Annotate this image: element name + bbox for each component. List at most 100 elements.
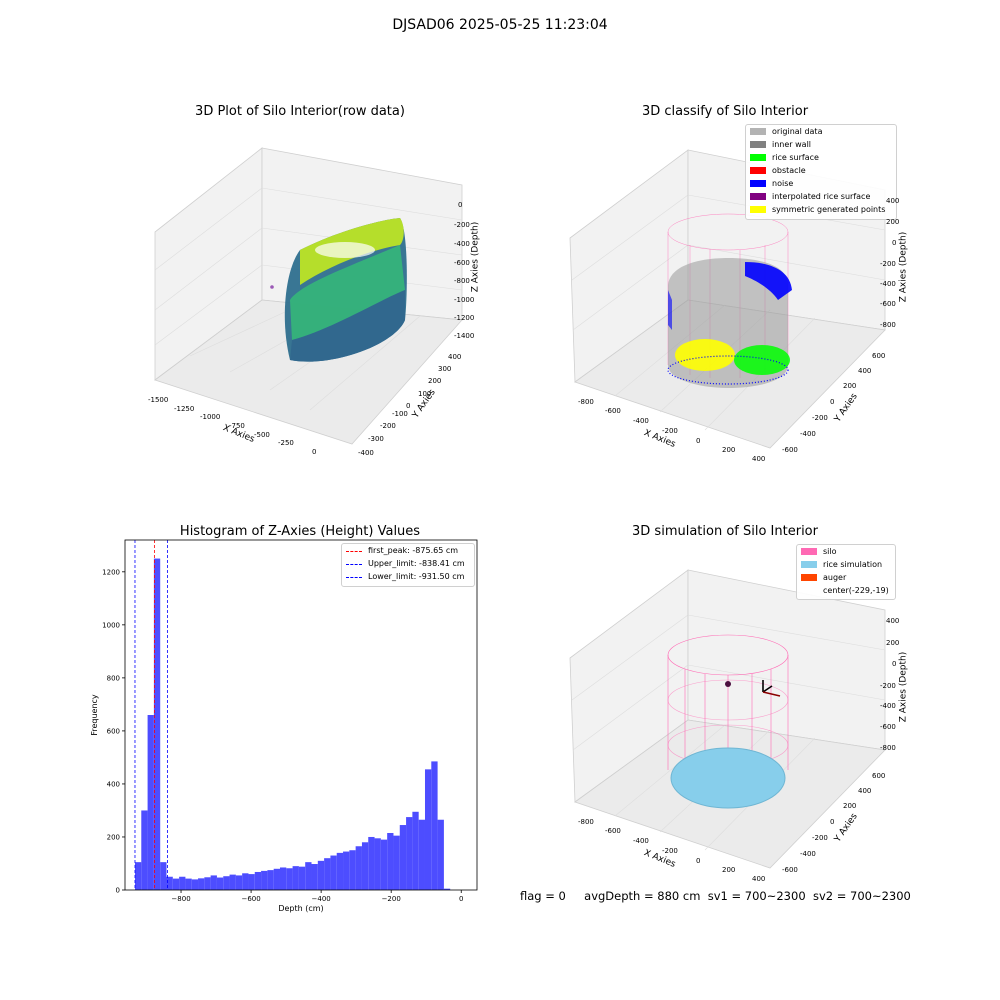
- legend-swatch-inner-wall: [750, 141, 766, 148]
- legend-swatch-auger: [801, 574, 817, 581]
- histogram-bar: [134, 862, 142, 890]
- panel1-title: 3D Plot of Silo Interior(row data): [195, 104, 405, 119]
- histogram-bar: [223, 876, 230, 890]
- histogram-bars: [134, 558, 451, 890]
- legend-swatch-silo: [801, 548, 817, 555]
- auger-marker: [762, 680, 781, 697]
- legend-label-rice-simulation: rice simulation: [823, 560, 883, 569]
- legend-swatch-obstacle: [750, 167, 766, 174]
- histogram-y-ticks: 0 200 400 600 800 1000 1200: [102, 568, 125, 895]
- histogram-y-tick-label: 1200: [102, 568, 120, 576]
- histogram-y-tick-label: 200: [107, 833, 120, 841]
- panel2-classified-points: [667, 258, 792, 388]
- histogram-bar: [380, 839, 388, 890]
- histogram-x-tick-label: −400: [312, 895, 331, 903]
- panel1-viridis-ring: [284, 218, 407, 362]
- status-footer: flag = 0 avgDepth = 880 cm sv1 = 700~230…: [520, 889, 911, 903]
- histogram-y-tick-label: 1000: [102, 621, 120, 629]
- histogram-x-label: Depth (cm): [278, 904, 323, 913]
- histogram-bar: [311, 864, 318, 890]
- legend-label-original-data: original data: [772, 127, 823, 136]
- status-flag: flag = 0: [520, 889, 566, 903]
- panel4-title: 3D simulation of Silo Interior: [632, 524, 818, 539]
- histogram-bar: [424, 769, 432, 890]
- panel4-legend: silo rice simulation auger center(-229,-…: [796, 544, 896, 600]
- histogram-bar: [437, 819, 444, 890]
- histogram-bar: [431, 761, 438, 890]
- histogram-bar: [330, 855, 337, 890]
- histogram-bar: [210, 875, 217, 890]
- p1-xtick-2: -1000: [200, 413, 221, 421]
- legend-label-interpolated: interpolated rice surface: [772, 192, 871, 201]
- histogram-bar: [393, 835, 400, 890]
- legend-swatch-rice-simulation: [801, 561, 817, 568]
- histogram-bar: [406, 817, 413, 890]
- p1-xtick-4: -500: [254, 431, 270, 439]
- legend-label-symmetric: symmetric generated points: [772, 205, 886, 214]
- legend-swatch-noise: [750, 180, 766, 187]
- legend-label-first-peak: first_peak: -875.65 cm: [368, 546, 459, 555]
- histogram-bar: [279, 867, 287, 890]
- histogram-bar: [242, 873, 249, 890]
- panel3-title: Histogram of Z-Axies (Height) Values: [179, 524, 421, 539]
- histogram-bar: [198, 878, 205, 890]
- histogram-x-tick-label: −600: [241, 895, 260, 903]
- histogram-reference-lines: [134, 540, 168, 890]
- rice-simulation-surface: [670, 747, 786, 809]
- panel1-outlier-point: [270, 285, 274, 289]
- legend-line-upper-limit: [346, 564, 362, 565]
- legend-label-rice-surface: rice surface: [772, 153, 819, 162]
- histogram-bar: [191, 879, 199, 890]
- legend-label-auger: auger: [823, 573, 847, 582]
- legend-label-center: center(-229,-19): [823, 586, 889, 595]
- histogram-bar: [286, 868, 293, 890]
- histogram-bar: [261, 870, 268, 890]
- panel2-legend: original data inner wall rice surface ob…: [745, 124, 897, 220]
- status-avg-depth: avgDepth = 880 cm: [584, 889, 701, 903]
- histogram-bar: [336, 852, 344, 890]
- p1-xtick-5: -250: [278, 439, 294, 447]
- histogram-bar: [361, 842, 369, 890]
- status-sv2: sv2 = 700~2300: [812, 889, 911, 903]
- panel2-title: 3D classify of Silo Interior: [641, 104, 809, 119]
- histogram-bar: [229, 874, 236, 890]
- legend-swatch-rice-surface: [750, 154, 766, 161]
- histogram-y-tick-label: 800: [107, 674, 120, 682]
- legend-label-inner-wall: inner wall: [772, 140, 812, 149]
- histogram-bar: [204, 877, 211, 890]
- status-sv1: sv1 = 700~2300: [707, 889, 806, 903]
- histogram-bar: [368, 836, 375, 890]
- histogram-bar: [343, 851, 350, 890]
- histogram-bar: [147, 715, 154, 890]
- histogram-bar: [141, 810, 148, 890]
- panel4-z-label: Z Axies (Depth): [898, 651, 909, 723]
- histogram-x-tick-label: 0: [459, 895, 463, 903]
- legend-swatch-symmetric: [750, 206, 766, 213]
- histogram-bar: [298, 866, 306, 890]
- histogram-bar: [267, 870, 274, 890]
- histogram-bar: [216, 877, 224, 890]
- histogram-bar: [185, 878, 192, 890]
- legend-label-lower-limit: Lower_limit: -931.50 cm: [368, 572, 465, 581]
- legend-label-noise: noise: [772, 179, 794, 188]
- p1-xtick-6: 0: [312, 448, 317, 456]
- histogram-bar: [418, 819, 425, 890]
- histogram-bar: [305, 862, 312, 890]
- p1-xtick-1: -1250: [174, 405, 195, 413]
- legend-label-obstacle: obstacle: [772, 166, 806, 175]
- histogram-y-tick-label: 400: [107, 780, 120, 788]
- histogram-x-tick-label: −800: [171, 895, 190, 903]
- histogram-bar: [172, 878, 180, 890]
- legend-label-silo: silo: [823, 547, 837, 556]
- histogram-bar: [273, 868, 280, 890]
- legend-line-first-peak: [346, 551, 362, 552]
- histogram-y-tick-label: 600: [107, 727, 120, 735]
- histogram-y-tick-label: 0: [116, 887, 120, 895]
- histogram-bar: [349, 850, 356, 890]
- histogram-bar: [292, 866, 299, 890]
- histogram-x-ticks: −800 −600 −400 −200 0: [171, 890, 463, 903]
